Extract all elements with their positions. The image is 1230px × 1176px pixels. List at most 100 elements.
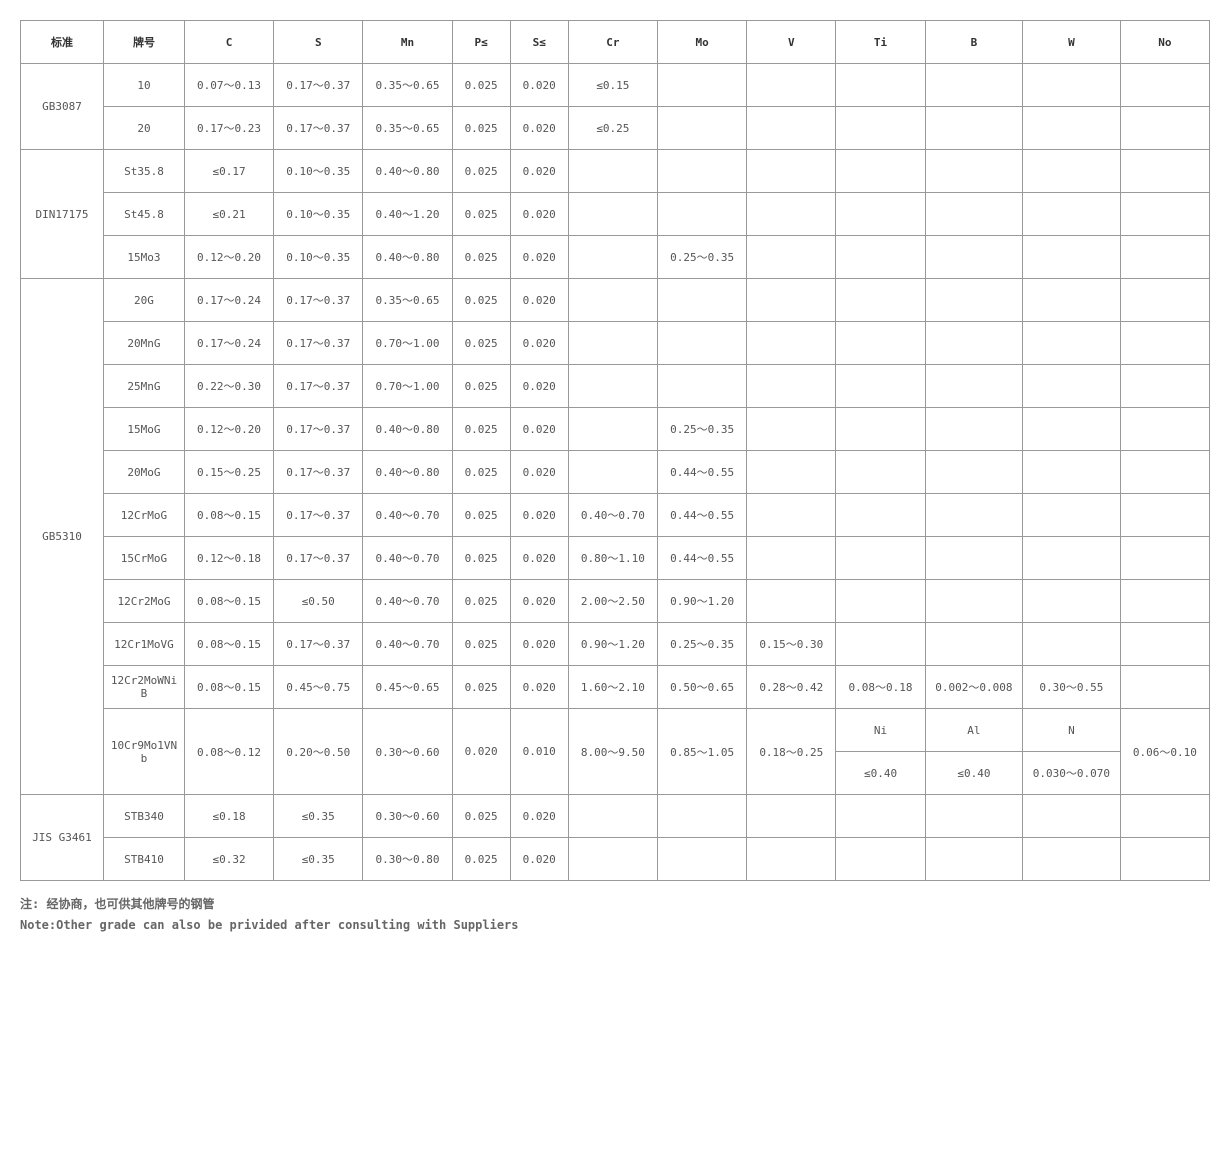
standard-cell: GB5310 xyxy=(21,279,104,795)
grade-cell: 20G xyxy=(104,279,185,322)
table-row: 25MnG0.22～0.300.17～0.370.70～1.000.0250.0… xyxy=(21,365,1210,408)
cell: 0.020 xyxy=(510,623,568,666)
grade-cell: St35.8 xyxy=(104,150,185,193)
cell: 0.08～0.15 xyxy=(184,623,273,666)
cell: 0.17～0.37 xyxy=(274,537,363,580)
cell xyxy=(747,322,836,365)
table-row: 200.17～0.230.17～0.370.35～0.650.0250.020≤… xyxy=(21,107,1210,150)
cell: 0.08～0.15 xyxy=(184,666,273,709)
grade-cell: 20 xyxy=(104,107,185,150)
cell: 0.025 xyxy=(452,193,510,236)
cell: 0.90～1.20 xyxy=(568,623,657,666)
cell xyxy=(568,365,657,408)
cell: 0.15～0.30 xyxy=(747,623,836,666)
cell xyxy=(1023,193,1121,236)
cell xyxy=(836,580,925,623)
cell xyxy=(1023,623,1121,666)
table-row: DIN17175St35.8≤0.170.10～0.350.40～0.800.0… xyxy=(21,150,1210,193)
cell xyxy=(836,494,925,537)
cell: 0.40～0.80 xyxy=(363,150,452,193)
cell: 0.08～0.12 xyxy=(184,709,273,795)
cell: ≤0.17 xyxy=(184,150,273,193)
cell xyxy=(836,838,925,881)
cell xyxy=(1023,365,1121,408)
cell: 0.025 xyxy=(452,150,510,193)
cell: 0.25～0.35 xyxy=(657,408,746,451)
cell xyxy=(1023,537,1121,580)
cell xyxy=(836,236,925,279)
cell: 0.17～0.37 xyxy=(274,107,363,150)
table-row: GB531020G0.17～0.240.17～0.370.35～0.650.02… xyxy=(21,279,1210,322)
grade-cell: 20MnG xyxy=(104,322,185,365)
cell: 0.020 xyxy=(510,64,568,107)
cell: 0.025 xyxy=(452,494,510,537)
cell: 0.020 xyxy=(510,838,568,881)
cell xyxy=(657,322,746,365)
cell: 0.020 xyxy=(510,494,568,537)
cell xyxy=(568,838,657,881)
cell: 0.020 xyxy=(510,537,568,580)
table-row: 15Mo30.12～0.200.10～0.350.40～0.800.0250.0… xyxy=(21,236,1210,279)
cell xyxy=(1120,580,1209,623)
grade-cell: 12CrMoG xyxy=(104,494,185,537)
cell: 0.020 xyxy=(452,709,510,795)
cell xyxy=(1120,107,1209,150)
cell xyxy=(747,580,836,623)
cell: 0.45～0.65 xyxy=(363,666,452,709)
cell xyxy=(925,795,1023,838)
cell: 0.12～0.18 xyxy=(184,537,273,580)
cell: 0.020 xyxy=(510,193,568,236)
cell xyxy=(1120,408,1209,451)
cell xyxy=(747,537,836,580)
cell: 0.40～0.80 xyxy=(363,451,452,494)
cell: 0.15～0.25 xyxy=(184,451,273,494)
cell: ≤0.40 xyxy=(836,752,925,795)
cell xyxy=(1120,666,1209,709)
standard-cell: DIN17175 xyxy=(21,150,104,279)
cell xyxy=(1120,279,1209,322)
cell: 0.35～0.65 xyxy=(363,279,452,322)
cell: 0.08～0.15 xyxy=(184,494,273,537)
cell: 0.025 xyxy=(452,107,510,150)
cell xyxy=(568,795,657,838)
cell xyxy=(747,150,836,193)
cell xyxy=(568,193,657,236)
cell xyxy=(1120,193,1209,236)
cell xyxy=(657,365,746,408)
table-row: 15MoG0.12～0.200.17～0.370.40～0.800.0250.0… xyxy=(21,408,1210,451)
sub-header-cell: N xyxy=(1023,709,1121,752)
cell: 0.10～0.35 xyxy=(274,150,363,193)
cell xyxy=(1120,322,1209,365)
cell: 0.17～0.37 xyxy=(274,451,363,494)
table-row: GB3087100.07～0.130.17～0.370.35～0.650.025… xyxy=(21,64,1210,107)
table-row: 12Cr2MoG0.08～0.15≤0.500.40～0.700.0250.02… xyxy=(21,580,1210,623)
grade-cell: 25MnG xyxy=(104,365,185,408)
cell xyxy=(568,150,657,193)
cell: 0.30～0.60 xyxy=(363,795,452,838)
standard-cell: GB3087 xyxy=(21,64,104,150)
cell: 0.40～0.80 xyxy=(363,408,452,451)
cell: 0.025 xyxy=(452,838,510,881)
cell xyxy=(657,107,746,150)
cell: 0.025 xyxy=(452,408,510,451)
cell: 0.22～0.30 xyxy=(184,365,273,408)
cell: 0.40～0.70 xyxy=(363,494,452,537)
cell xyxy=(1023,107,1121,150)
cell: 0.002～0.008 xyxy=(925,666,1023,709)
cell xyxy=(836,150,925,193)
grade-cell: St45.8 xyxy=(104,193,185,236)
grade-cell: STB340 xyxy=(104,795,185,838)
cell xyxy=(925,193,1023,236)
cell xyxy=(1023,408,1121,451)
cell: 0.025 xyxy=(452,279,510,322)
cell xyxy=(747,64,836,107)
cell: 0.025 xyxy=(452,236,510,279)
cell: 0.07～0.13 xyxy=(184,64,273,107)
cell: 0.90～1.20 xyxy=(657,580,746,623)
cell: 0.17～0.24 xyxy=(184,322,273,365)
grade-cell: 12Cr1MoVG xyxy=(104,623,185,666)
cell: 0.020 xyxy=(510,580,568,623)
cell xyxy=(747,494,836,537)
cell xyxy=(925,64,1023,107)
cell xyxy=(657,795,746,838)
